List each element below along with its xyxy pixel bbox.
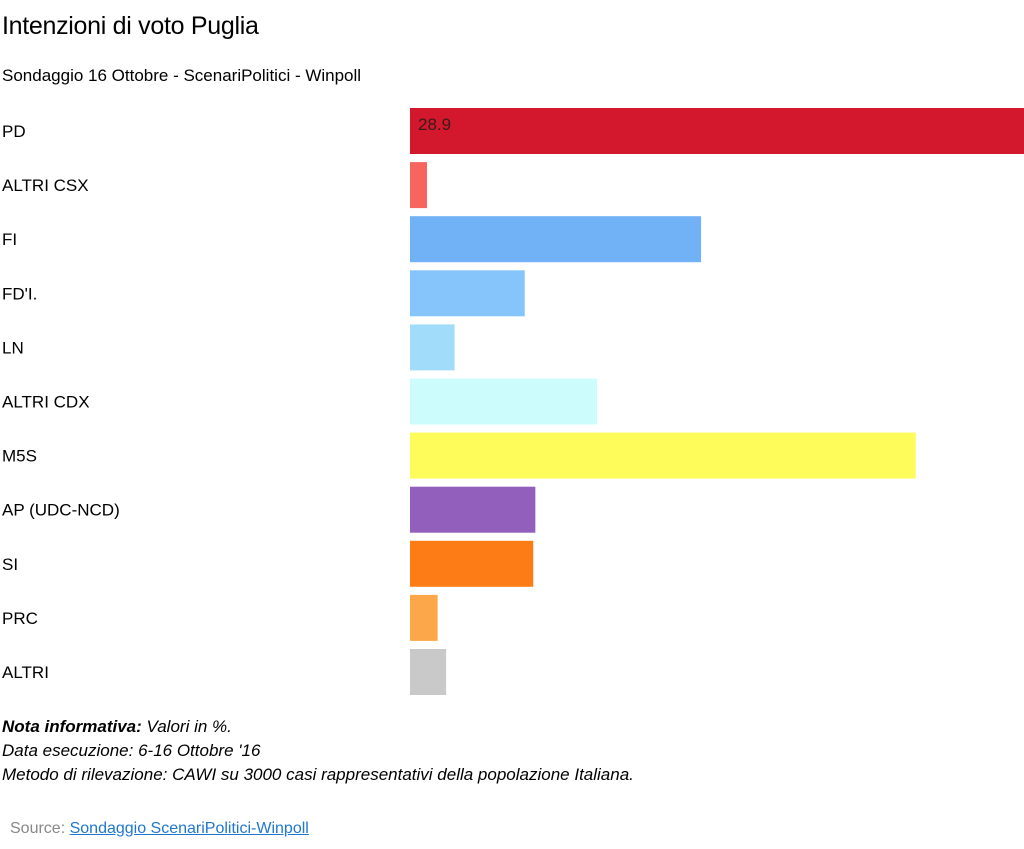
category-label: M5S xyxy=(2,447,37,466)
info-notes: Nota informativa: Valori in %. Data esec… xyxy=(2,715,634,787)
category-label: PRC xyxy=(2,609,38,628)
chart-title: Intenzioni di voto Puglia xyxy=(2,12,259,40)
source-link[interactable]: Sondaggio ScenariPolitici-Winpoll xyxy=(69,820,309,837)
category-label: ALTRI xyxy=(2,663,49,682)
category-label: FD'I. xyxy=(2,284,37,303)
category-label: LN xyxy=(2,338,24,357)
bar[interactable] xyxy=(410,594,438,641)
category-label: SI xyxy=(2,555,18,574)
category-label: AP (UDC-NCD) xyxy=(2,501,120,520)
source-label: Source: xyxy=(10,820,70,837)
category-label: ALTRI CSX xyxy=(2,176,89,195)
bar[interactable] xyxy=(410,540,534,587)
note-line-3: Metodo di rilevazione: CAWI su 3000 casi… xyxy=(2,765,634,784)
note-line-2: Data esecuzione: 6-16 Ottobre '16 xyxy=(2,741,261,760)
category-label: ALTRI CDX xyxy=(2,393,90,412)
category-label: PD xyxy=(2,122,26,141)
note-heading: Nota informativa: xyxy=(2,717,142,736)
bar[interactable] xyxy=(410,270,525,317)
note-values-unit: Valori in %. xyxy=(141,717,232,736)
bar-chart: PD 28.9 ALTRI CSX FI FD'I. LN ALTRI CDX M5S AP (… xyxy=(2,108,1024,695)
data-label: 28.9 xyxy=(418,115,451,134)
chart-subtitle: Sondaggio 16 Ottobre - ScenariPolitici -… xyxy=(2,66,362,85)
bar[interactable] xyxy=(410,649,447,695)
bar[interactable] xyxy=(410,162,427,209)
bar[interactable] xyxy=(410,108,1024,154)
bar[interactable] xyxy=(410,432,916,479)
source-line: Source: Sondaggio ScenariPolitici-Winpol… xyxy=(10,820,309,838)
bar[interactable] xyxy=(410,216,702,263)
bar[interactable] xyxy=(410,378,597,425)
category-label: FI xyxy=(2,230,17,249)
bar[interactable] xyxy=(410,324,455,371)
note-line-1: Nota informativa: Valori in %. xyxy=(2,715,634,739)
bar[interactable] xyxy=(410,486,536,533)
